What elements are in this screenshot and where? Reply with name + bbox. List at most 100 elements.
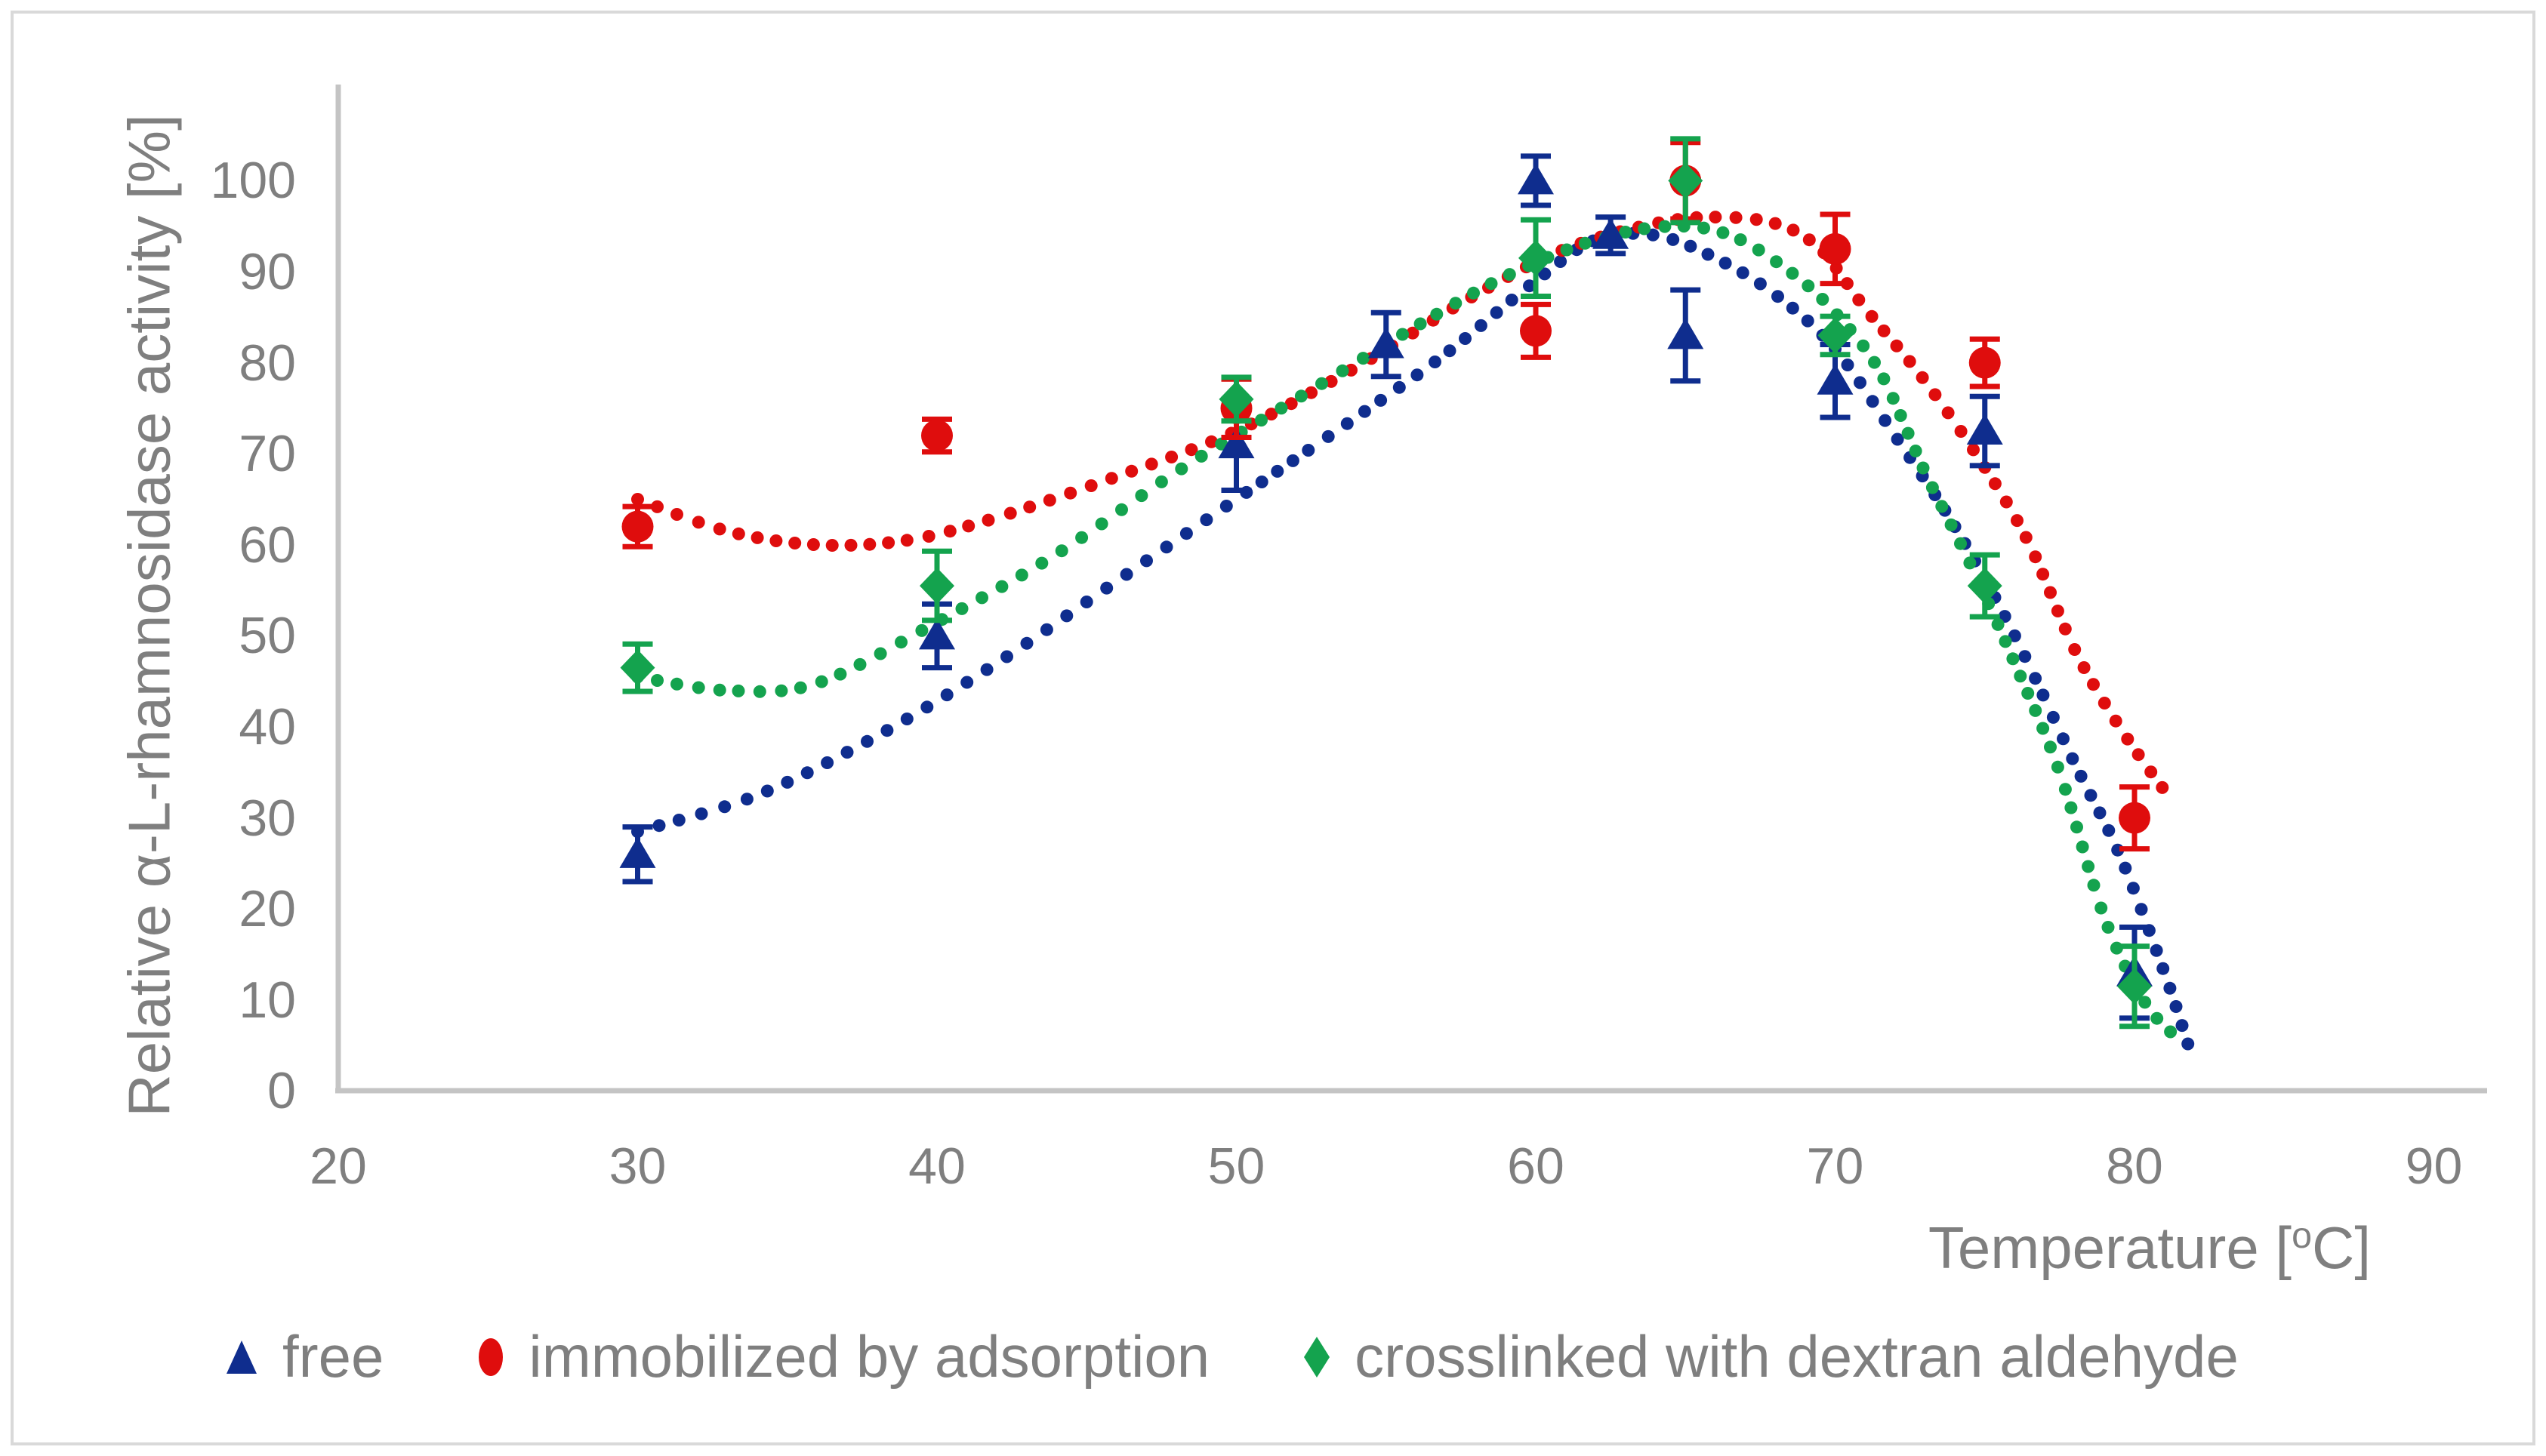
y-axis-title: Relative α-L-rhamnosidase activity [%] (116, 114, 183, 1117)
trend-dot (732, 527, 745, 540)
trend-dot (2029, 703, 2042, 717)
trend-dot (1954, 537, 1967, 550)
data-point-diamond (1967, 568, 2002, 605)
trend-dot (2018, 650, 2032, 663)
trend-dot (1786, 301, 1799, 315)
trend-dot (670, 677, 683, 691)
trend-dot (962, 519, 976, 533)
trend-dot (1879, 414, 1892, 427)
legend-item-crosslinked: crosslinked with dextran aldehyde (1299, 1322, 2239, 1391)
trend-dot (2150, 1011, 2164, 1025)
trend-dot (1294, 389, 1308, 403)
trend-dot (960, 676, 974, 689)
trend-dot (1075, 531, 1089, 544)
data-point-diamond (920, 568, 954, 605)
trend-dot (863, 537, 877, 551)
data-point-triangle (1218, 427, 1255, 459)
trend-dot (672, 814, 686, 827)
trend-dot (1443, 344, 1456, 358)
trend-dot (1999, 495, 2013, 509)
trend-dot (713, 522, 726, 536)
data-point-diamond (1668, 162, 1703, 199)
x-axis-title-text: Temperature [ (1928, 1214, 2292, 1281)
trend-dot (1954, 425, 1968, 438)
trend-dot (1449, 297, 1463, 310)
trend-dot (760, 784, 774, 798)
trend-dot (844, 538, 858, 552)
data-point-circle (2119, 802, 2150, 834)
trend-dot (1736, 266, 1749, 279)
y-tick-label: 90 (239, 243, 296, 300)
trend-dot (1901, 426, 1915, 440)
trend-dot (1165, 451, 1179, 463)
trend-dot (2011, 514, 2024, 528)
trend-dot (895, 636, 908, 649)
trend-dot (995, 580, 1009, 593)
trend-dot (874, 647, 887, 660)
trend-dot (652, 819, 666, 833)
trend-dot (1578, 236, 1592, 250)
trend-dot (1135, 489, 1148, 503)
trend-dot (1505, 294, 1518, 306)
trend-dot (1040, 623, 1053, 636)
trend-dot (713, 683, 726, 697)
trend-dot (631, 493, 644, 506)
trend-dot (692, 516, 705, 529)
trend-dot (1554, 255, 1567, 268)
trend-dot (1684, 239, 1697, 253)
trend-dot (955, 602, 969, 615)
trend-dot (2084, 789, 2098, 802)
y-tick-label: 50 (239, 607, 296, 665)
trend-dot (2126, 882, 2140, 895)
trend-dot (1315, 377, 1328, 390)
y-tick-label: 20 (239, 880, 296, 938)
trend-dot (1716, 226, 1730, 239)
trend-dot (815, 675, 828, 688)
trend-dot (1125, 464, 1139, 478)
trend-dot (2019, 531, 2033, 544)
trend-dot (2121, 732, 2135, 746)
trend-dot (1890, 339, 1903, 352)
trend-dot (1321, 429, 1335, 443)
x-tick-label: 70 (1806, 1137, 1864, 1195)
trend-dot (1560, 243, 1574, 257)
trend-dot (1336, 364, 1349, 377)
trend-dot (651, 500, 664, 513)
trendline-crosslinked-with-dextran-aldehyde (631, 220, 2178, 1039)
trend-dot (1120, 568, 1133, 581)
trend-dot (1200, 513, 1213, 527)
series-crosslinked-with-dextran-aldehyde (620, 136, 2152, 1030)
trend-dot (1406, 326, 1419, 340)
trend-dot (1967, 443, 1980, 457)
trend-dot (740, 793, 754, 806)
trend-dot (2082, 860, 2095, 873)
trend-dot (1999, 635, 2012, 648)
data-point-circle (621, 510, 654, 543)
data-point-diamond (1518, 239, 1553, 276)
trend-dot (769, 534, 783, 547)
trend-dot (1963, 556, 1977, 570)
trend-dot (1816, 293, 1829, 306)
trend-dot (2119, 861, 2132, 875)
trend-dot (1305, 386, 1318, 399)
trend-dot (806, 538, 820, 551)
trend-dot (2051, 605, 2064, 617)
trend-dot (2021, 687, 2035, 700)
trend-dot (1392, 380, 1406, 394)
trend-dot (1003, 506, 1017, 520)
trend-dot (1474, 319, 1487, 332)
trend-dot (1718, 257, 1732, 270)
trend-dot (2066, 752, 2079, 765)
x-axis-title: Temperature [oC] (1465, 1214, 2371, 1282)
trend-dot (775, 684, 788, 697)
trend-dot (1841, 359, 1854, 371)
trend-dot (1753, 277, 1767, 291)
trend-dot (980, 663, 994, 676)
y-tick-label: 0 (267, 1062, 296, 1120)
legend-label: crosslinked with dextran aldehyde (1355, 1323, 2239, 1390)
trend-dot (2029, 550, 2042, 564)
trend-dot (1988, 477, 2002, 491)
trend-dot (2074, 769, 2088, 783)
trend-dot (800, 766, 814, 780)
